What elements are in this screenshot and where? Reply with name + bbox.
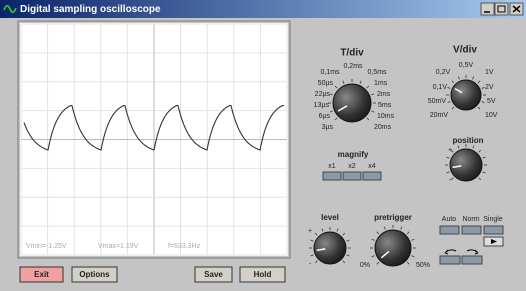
- button-label: Hold: [254, 270, 272, 279]
- vdiv-scale: 50mV: [428, 98, 447, 105]
- frequency-readout: f=533.3Hz: [168, 243, 201, 250]
- maximize-button[interactable]: [495, 3, 508, 15]
- tdiv-scale: 0,2ms: [343, 63, 363, 70]
- tdiv-scale: 5ms: [378, 102, 392, 109]
- tdiv-scale: 22µs: [315, 91, 331, 98]
- window-controls[interactable]: [481, 3, 523, 15]
- single-button[interactable]: [484, 226, 503, 234]
- magnify-option: x2: [348, 163, 356, 170]
- tdiv-scale: 20ms: [374, 124, 392, 131]
- vdiv-scale: 0,5V: [459, 62, 474, 69]
- pretrigger-knob[interactable]: [375, 230, 411, 266]
- svg-text:+: +: [308, 228, 312, 235]
- tdiv-knob[interactable]: [333, 84, 371, 122]
- mode-option: Auto: [442, 216, 457, 223]
- vdiv-scale: 5V: [487, 98, 496, 105]
- magnify-option: x1: [328, 163, 336, 170]
- auto-button[interactable]: [440, 226, 459, 234]
- position-label: position: [452, 136, 483, 145]
- vmax-readout: Vmax=1.19V: [98, 243, 139, 250]
- pretrigger-max: 50%: [416, 262, 430, 269]
- vdiv-scale: 0,1V: [433, 84, 448, 91]
- vdiv-scale: 0,2V: [436, 69, 451, 76]
- norm-button[interactable]: [462, 226, 481, 234]
- tdiv-scale: 6µs: [319, 113, 331, 120]
- vdiv-label: V/div: [453, 45, 477, 56]
- mode-option: Norm: [462, 216, 479, 223]
- button-label: Options: [79, 270, 110, 279]
- tdiv-scale: 1ms: [374, 80, 388, 87]
- position-knob[interactable]: [450, 149, 482, 181]
- tdiv-scale: 3µs: [322, 124, 334, 131]
- vdiv-scale: 20mV: [430, 112, 449, 119]
- vdiv-knob[interactable]: [451, 80, 481, 110]
- button-label: Save: [204, 270, 223, 279]
- magnify-label: magnify: [338, 150, 369, 159]
- pretrigger-label: pretrigger: [374, 213, 412, 222]
- oscilloscope-window: Digital sampling oscilloscope Vmin=-1.25…: [0, 0, 526, 291]
- vdiv-scale: 1V: [485, 69, 494, 76]
- tdiv-scale: 0,1ms: [320, 69, 340, 76]
- mode-option: Single: [483, 216, 503, 223]
- tdiv-scale: 0,5ms: [367, 69, 387, 76]
- shift-right-button[interactable]: [462, 256, 482, 264]
- vmin-readout: Vmin=-1.25V: [26, 243, 67, 250]
- pretrigger-min: 0%: [360, 262, 370, 269]
- magnify-x1-button[interactable]: [323, 172, 341, 180]
- level-label: level: [321, 213, 339, 222]
- magnify-x4-button[interactable]: [363, 172, 381, 180]
- window-title: Digital sampling oscilloscope: [20, 4, 161, 15]
- vdiv-scale: 2V: [485, 84, 494, 91]
- tdiv-scale: 2ms: [377, 91, 391, 98]
- tdiv-scale: 50µs: [318, 80, 334, 87]
- tdiv-label: T/div: [340, 48, 364, 59]
- vdiv-scale: 10V: [485, 112, 498, 119]
- tdiv-scale: 13µs: [314, 102, 330, 109]
- magnify-option: x4: [368, 163, 376, 170]
- magnify-x2-button[interactable]: [343, 172, 361, 180]
- button-label: Exit: [34, 270, 49, 279]
- shift-left-button[interactable]: [440, 256, 460, 264]
- level-knob[interactable]: [314, 232, 346, 264]
- tdiv-scale: 10ms: [377, 113, 395, 120]
- minimize-button[interactable]: [481, 3, 494, 15]
